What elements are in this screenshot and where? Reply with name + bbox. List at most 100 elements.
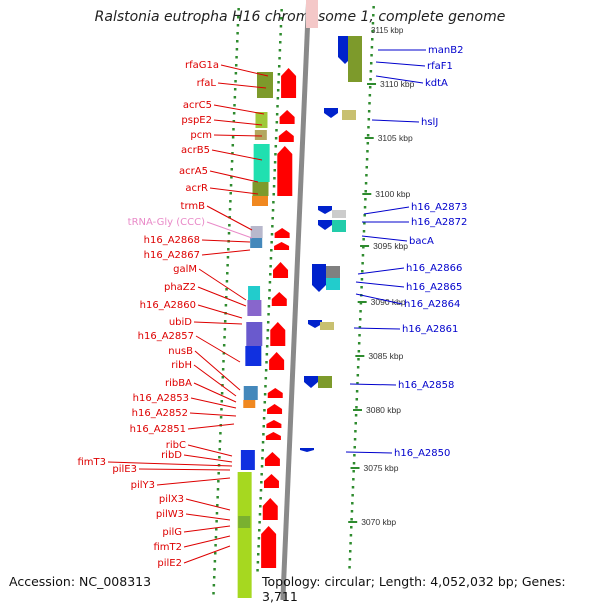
inner-ring-dot bbox=[231, 152, 234, 155]
forward-gene-arrow bbox=[267, 404, 283, 414]
middle-ring-dot bbox=[273, 169, 277, 172]
outer-ring-dot bbox=[353, 438, 357, 441]
outer-ring-dot bbox=[355, 398, 359, 401]
middle-ring-dot bbox=[274, 153, 277, 156]
gene-label-right: kdtA bbox=[425, 78, 448, 89]
label-leader-line bbox=[197, 304, 243, 319]
reverse-gene-arrow bbox=[304, 376, 318, 388]
inner-ring-dot bbox=[219, 416, 223, 419]
outer-ring-dot bbox=[354, 430, 357, 433]
gene-label-right: h16_A2873 bbox=[411, 202, 467, 213]
reverse-gene-arrow bbox=[318, 206, 332, 214]
gene-block bbox=[332, 220, 346, 232]
inner-ring-dot bbox=[221, 376, 225, 379]
gene-block bbox=[247, 300, 262, 316]
middle-ring-dot bbox=[262, 433, 265, 436]
gene-label-left: fimT2 bbox=[153, 542, 182, 553]
gene-label-left: h16_A2868 bbox=[144, 235, 200, 246]
outer-ring-dot bbox=[359, 310, 362, 313]
outer-ring-dot bbox=[354, 422, 357, 425]
middle-ring-dot bbox=[256, 561, 260, 564]
outer-ring-dot bbox=[358, 326, 362, 329]
outer-ring-dot bbox=[349, 542, 352, 545]
inner-ring-dot bbox=[213, 552, 217, 555]
middle-ring-dot bbox=[263, 401, 267, 404]
outer-ring-dot bbox=[349, 534, 353, 537]
label-leader-line bbox=[193, 321, 243, 325]
gene-label-left: h16_A2851 bbox=[130, 424, 186, 435]
inner-ring-dot bbox=[231, 144, 235, 147]
outer-ring-dot bbox=[358, 334, 361, 337]
gene-block bbox=[256, 72, 273, 98]
middle-ring-dot bbox=[263, 393, 267, 396]
gene-block bbox=[254, 130, 267, 140]
forward-gene-arrow bbox=[279, 110, 295, 124]
inner-ring-dot bbox=[212, 584, 216, 587]
gene-label-right: h16_A2850 bbox=[394, 448, 450, 459]
middle-ring-dot bbox=[260, 465, 264, 468]
gene-block bbox=[252, 182, 269, 196]
middle-ring-dot bbox=[273, 161, 277, 164]
forward-gene-arrow bbox=[262, 498, 278, 520]
inner-ring-dot bbox=[230, 168, 234, 171]
inner-ring-dot bbox=[226, 264, 229, 267]
accession-text: Accession: NC_008313 bbox=[9, 574, 152, 589]
middle-ring-dot bbox=[260, 481, 263, 484]
middle-ring-dot bbox=[256, 569, 259, 572]
gene-label-left: rfaL bbox=[197, 78, 217, 89]
outer-ring-dot bbox=[350, 526, 353, 529]
forward-gene-arrow bbox=[273, 262, 289, 278]
outer-ring-dot bbox=[357, 350, 361, 353]
inner-ring-dot bbox=[221, 368, 225, 371]
reverse-gene-arrow bbox=[308, 320, 322, 328]
outer-ring-dot bbox=[352, 462, 356, 465]
gene-label-left: tRNA-Gly (CCC) bbox=[128, 217, 205, 228]
inner-ring-dot bbox=[221, 384, 224, 387]
middle-ring-dot bbox=[260, 473, 263, 476]
middle-ring-dot bbox=[274, 137, 278, 140]
inner-ring-dot bbox=[230, 160, 234, 163]
forward-gene-arrow bbox=[263, 474, 279, 488]
label-leader-line bbox=[198, 268, 247, 301]
gene-block bbox=[332, 210, 346, 218]
middle-ring-dot bbox=[264, 369, 268, 372]
gene-block bbox=[348, 36, 362, 54]
inner-ring-dot bbox=[228, 224, 231, 227]
label-leader-line bbox=[375, 75, 424, 84]
inner-ring-dot bbox=[227, 232, 231, 235]
outer-ring-dot bbox=[353, 454, 356, 457]
middle-ring-dot bbox=[261, 441, 265, 444]
inner-ring-dot bbox=[217, 480, 220, 483]
gene-block bbox=[326, 278, 340, 290]
middle-ring-dot bbox=[270, 241, 273, 244]
reverse-gene-arrow bbox=[300, 448, 314, 452]
gene-label-right: h16_A2861 bbox=[402, 324, 458, 335]
label-leader-line bbox=[138, 468, 231, 471]
label-leader-line bbox=[213, 119, 263, 126]
middle-ring-dot bbox=[279, 25, 283, 28]
gene-label-left: pcm bbox=[190, 130, 212, 141]
inner-ring-dot bbox=[223, 336, 226, 339]
outer-ring-dot bbox=[351, 494, 354, 497]
gene-label-left: pilG bbox=[162, 527, 182, 538]
forward-gene-arrow bbox=[277, 146, 293, 196]
label-leader-line bbox=[211, 149, 263, 161]
label-leader-line bbox=[213, 104, 265, 115]
outer-ring-dot bbox=[363, 222, 366, 225]
middle-ring-dot bbox=[261, 457, 264, 460]
middle-ring-dot bbox=[272, 201, 275, 204]
outer-ring-dot bbox=[354, 414, 358, 417]
label-leader-line bbox=[353, 327, 401, 330]
outer-ring-dot bbox=[356, 374, 360, 377]
middle-ring-dot bbox=[275, 113, 279, 116]
middle-ring-dot bbox=[259, 489, 263, 492]
inner-ring-dot bbox=[222, 344, 226, 347]
middle-ring-dot bbox=[269, 265, 272, 268]
outer-ring-dot bbox=[355, 406, 358, 409]
middle-ring-dot bbox=[271, 209, 275, 212]
outer-ring-dot bbox=[348, 566, 351, 569]
outer-ring-dot bbox=[357, 342, 361, 345]
outer-ring-dot bbox=[351, 502, 354, 505]
outer-ring-dot bbox=[372, 14, 375, 17]
middle-ring-dot bbox=[266, 329, 270, 332]
